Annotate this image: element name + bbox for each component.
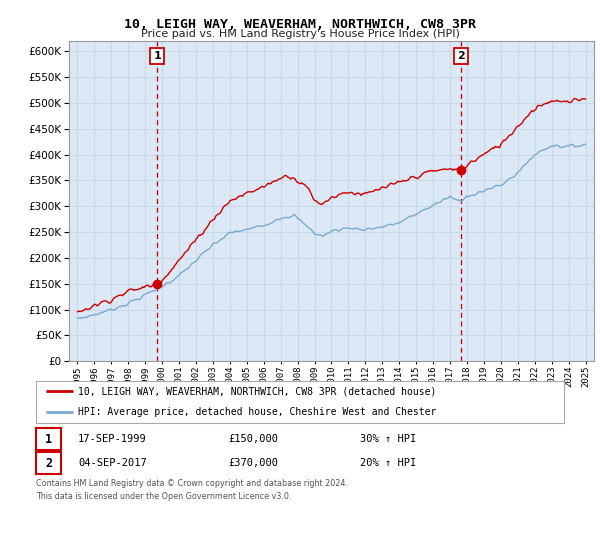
Text: This data is licensed under the Open Government Licence v3.0.: This data is licensed under the Open Gov… xyxy=(36,492,292,501)
Text: 2: 2 xyxy=(45,456,52,470)
Text: 1: 1 xyxy=(154,52,161,62)
Text: 04-SEP-2017: 04-SEP-2017 xyxy=(78,458,147,468)
Text: 2: 2 xyxy=(458,52,465,62)
Text: Contains HM Land Registry data © Crown copyright and database right 2024.: Contains HM Land Registry data © Crown c… xyxy=(36,479,348,488)
Text: 17-SEP-1999: 17-SEP-1999 xyxy=(78,434,147,444)
Text: 30% ↑ HPI: 30% ↑ HPI xyxy=(360,434,416,444)
Text: £150,000: £150,000 xyxy=(228,434,278,444)
Text: 10, LEIGH WAY, WEAVERHAM, NORTHWICH, CW8 3PR: 10, LEIGH WAY, WEAVERHAM, NORTHWICH, CW8… xyxy=(124,18,476,31)
Text: HPI: Average price, detached house, Cheshire West and Chester: HPI: Average price, detached house, Ches… xyxy=(78,407,437,417)
Text: Price paid vs. HM Land Registry's House Price Index (HPI): Price paid vs. HM Land Registry's House … xyxy=(140,29,460,39)
Text: 1: 1 xyxy=(45,432,52,446)
Text: 20% ↑ HPI: 20% ↑ HPI xyxy=(360,458,416,468)
Text: 10, LEIGH WAY, WEAVERHAM, NORTHWICH, CW8 3PR (detached house): 10, LEIGH WAY, WEAVERHAM, NORTHWICH, CW8… xyxy=(78,386,437,396)
Text: £370,000: £370,000 xyxy=(228,458,278,468)
